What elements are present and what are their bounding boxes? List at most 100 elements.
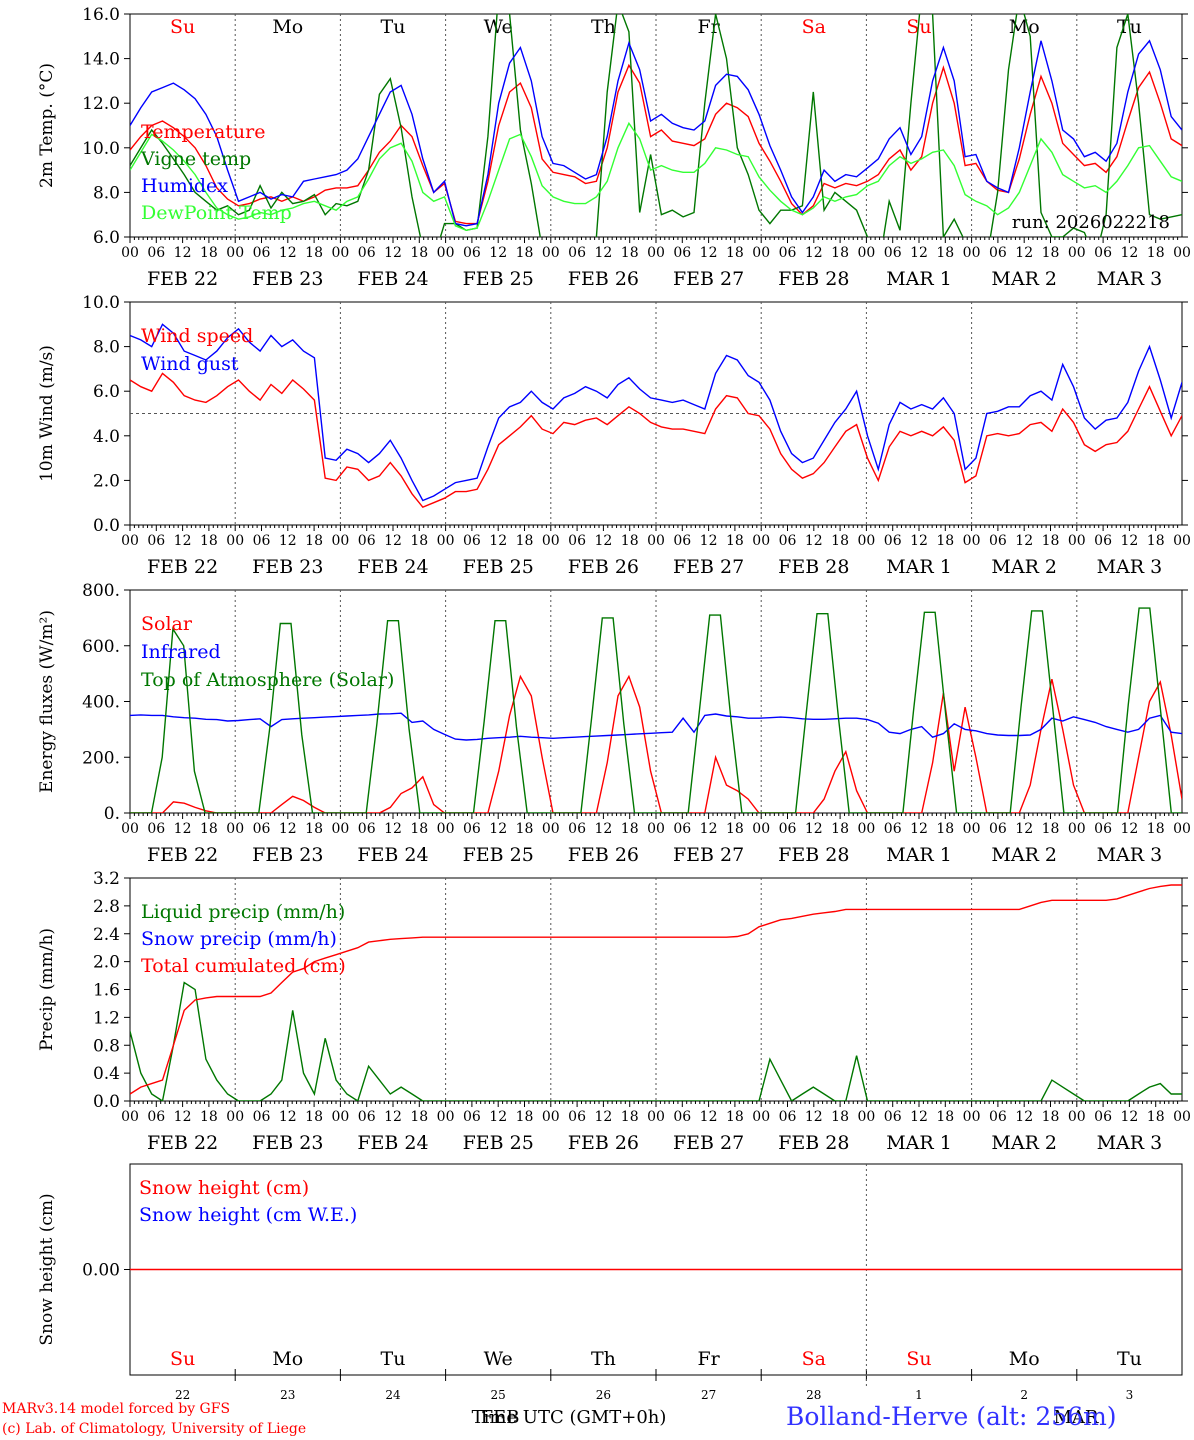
hour-tick-label: 00 [331, 1109, 349, 1125]
day-number-label: 1 [915, 1388, 923, 1402]
date-label: FEB 23 [252, 556, 323, 578]
hour-tick-label: 00 [647, 245, 665, 261]
hour-tick-label: 06 [568, 533, 586, 549]
legend-entry: Top of Atmosphere (Solar) [141, 669, 394, 691]
hour-tick-label: 06 [358, 1109, 376, 1125]
hour-tick-label: 06 [673, 1109, 691, 1125]
hour-tick-label: 00 [226, 1109, 244, 1125]
hour-tick-label: 12 [489, 821, 507, 837]
weekday-label: Tu [381, 16, 406, 38]
hour-tick-label: 12 [489, 245, 507, 261]
hour-tick-label: 12 [805, 245, 823, 261]
weekday-label: We [484, 16, 513, 38]
date-label: MAR 3 [1097, 1132, 1163, 1154]
legend-entry: DewPoint Temp [141, 202, 292, 224]
weekday-label: Su [170, 1348, 195, 1370]
weekday-label: Mo [272, 1348, 303, 1370]
y-axis-label: Energy fluxes (W/m²) [37, 610, 57, 793]
hour-tick-label: 00 [542, 245, 560, 261]
hour-tick-label: 18 [726, 821, 744, 837]
hour-tick-label: 06 [989, 533, 1007, 549]
hour-tick-label: 18 [410, 533, 428, 549]
hour-tick-label: 12 [1015, 821, 1033, 837]
weekday-label: Tu [381, 1348, 406, 1370]
hour-tick-label: 06 [884, 245, 902, 261]
date-label: FEB 22 [147, 268, 218, 290]
hour-tick-label: 00 [226, 821, 244, 837]
day-number-label: 22 [175, 1388, 190, 1402]
date-label: MAR 2 [991, 1132, 1057, 1154]
series-line-wind-gust [130, 323, 1182, 502]
hour-tick-label: 06 [673, 245, 691, 261]
weekday-label: Sa [802, 1348, 826, 1370]
hour-tick-label: 18 [305, 1109, 323, 1125]
legend-entry: Snow height (cm) [139, 1177, 309, 1199]
hour-tick-label: 00 [1068, 821, 1086, 837]
hour-tick-label: 12 [805, 821, 823, 837]
hour-tick-label: 12 [174, 1109, 192, 1125]
hour-tick-label: 18 [726, 1109, 744, 1125]
hour-tick-label: 18 [1147, 821, 1165, 837]
hour-tick-label: 06 [568, 821, 586, 837]
hour-tick-label: 18 [200, 245, 218, 261]
hour-tick-label: 00 [121, 245, 139, 261]
hour-tick-label: 06 [253, 1109, 271, 1125]
hour-tick-label: 18 [305, 821, 323, 837]
hour-tick-label: 06 [1094, 245, 1112, 261]
hour-tick-label: 00 [542, 533, 560, 549]
weekday-label: Su [906, 16, 931, 38]
hour-tick-label: 12 [279, 821, 297, 837]
date-label: FEB 28 [778, 556, 849, 578]
y-tick-label: 6.0 [93, 382, 120, 402]
hour-tick-label: 18 [1147, 245, 1165, 261]
date-label: MAR 1 [886, 268, 952, 290]
hour-tick-label: 06 [989, 821, 1007, 837]
y-tick-label: 1.2 [93, 1008, 120, 1028]
panel-snow: 0.00 Snow height (cm) Su Mo Tu We Th Fr Sa Su Mo Tu… [37, 1163, 1183, 1428]
weekday-label: Mo [1009, 1348, 1040, 1370]
legend-entry: Wind speed [141, 325, 253, 347]
hour-tick-label: 06 [884, 1109, 902, 1125]
hour-tick-label: 18 [410, 821, 428, 837]
date-label: FEB 22 [147, 556, 218, 578]
series-line-liquid-precip-mm-h- [130, 981, 1182, 1101]
date-label: FEB 27 [673, 268, 744, 290]
legend-entry: Humidex [141, 175, 228, 197]
hour-tick-label: 00 [963, 1109, 981, 1125]
hour-tick-label: 12 [1120, 1109, 1138, 1125]
y-tick-label: 10.0 [82, 293, 120, 313]
panel-precip: 0.0 0.4 0.8 1.2 1.6 2.0 2.4 2.8 3.2 Precip (mm/h)… [37, 869, 1191, 1154]
hour-tick-label: 18 [831, 533, 849, 549]
hour-tick-label: 06 [1094, 821, 1112, 837]
weekday-label: Tu [1117, 1348, 1142, 1370]
hour-tick-label: 00 [857, 821, 875, 837]
day-number-label: 24 [385, 1388, 401, 1402]
day-number-label: 3 [1126, 1388, 1134, 1402]
day-number-label: 25 [491, 1388, 506, 1402]
y-tick-label: 200. [82, 748, 120, 768]
hour-tick-label: 06 [253, 245, 271, 261]
hour-tick-label: 18 [305, 533, 323, 549]
hour-tick-label: 12 [594, 533, 612, 549]
date-label: MAR 3 [1097, 556, 1163, 578]
hour-tick-label: 18 [1042, 533, 1060, 549]
hour-tick-label: 18 [200, 533, 218, 549]
hour-tick-label: 06 [358, 245, 376, 261]
hour-tick-label: 18 [621, 245, 639, 261]
hour-tick-label: 12 [1120, 533, 1138, 549]
date-label: MAR 3 [1097, 844, 1163, 866]
hour-tick-label: 06 [989, 245, 1007, 261]
hour-tick-label: 00 [1068, 1109, 1086, 1125]
hour-tick-label: 18 [1042, 821, 1060, 837]
hour-tick-label: 00 [1173, 1109, 1191, 1125]
date-label: FEB 23 [252, 268, 323, 290]
date-label: FEB 25 [463, 844, 534, 866]
series-line-solar [130, 674, 1182, 813]
hour-tick-label: 12 [384, 245, 402, 261]
weekday-label: Sa [802, 16, 826, 38]
hour-tick-label: 18 [516, 1109, 534, 1125]
hour-tick-label: 00 [226, 533, 244, 549]
date-label: FEB 24 [357, 268, 428, 290]
hour-tick-label: 12 [279, 245, 297, 261]
series-line-top-of-atmosphere-solar- [130, 607, 1182, 813]
